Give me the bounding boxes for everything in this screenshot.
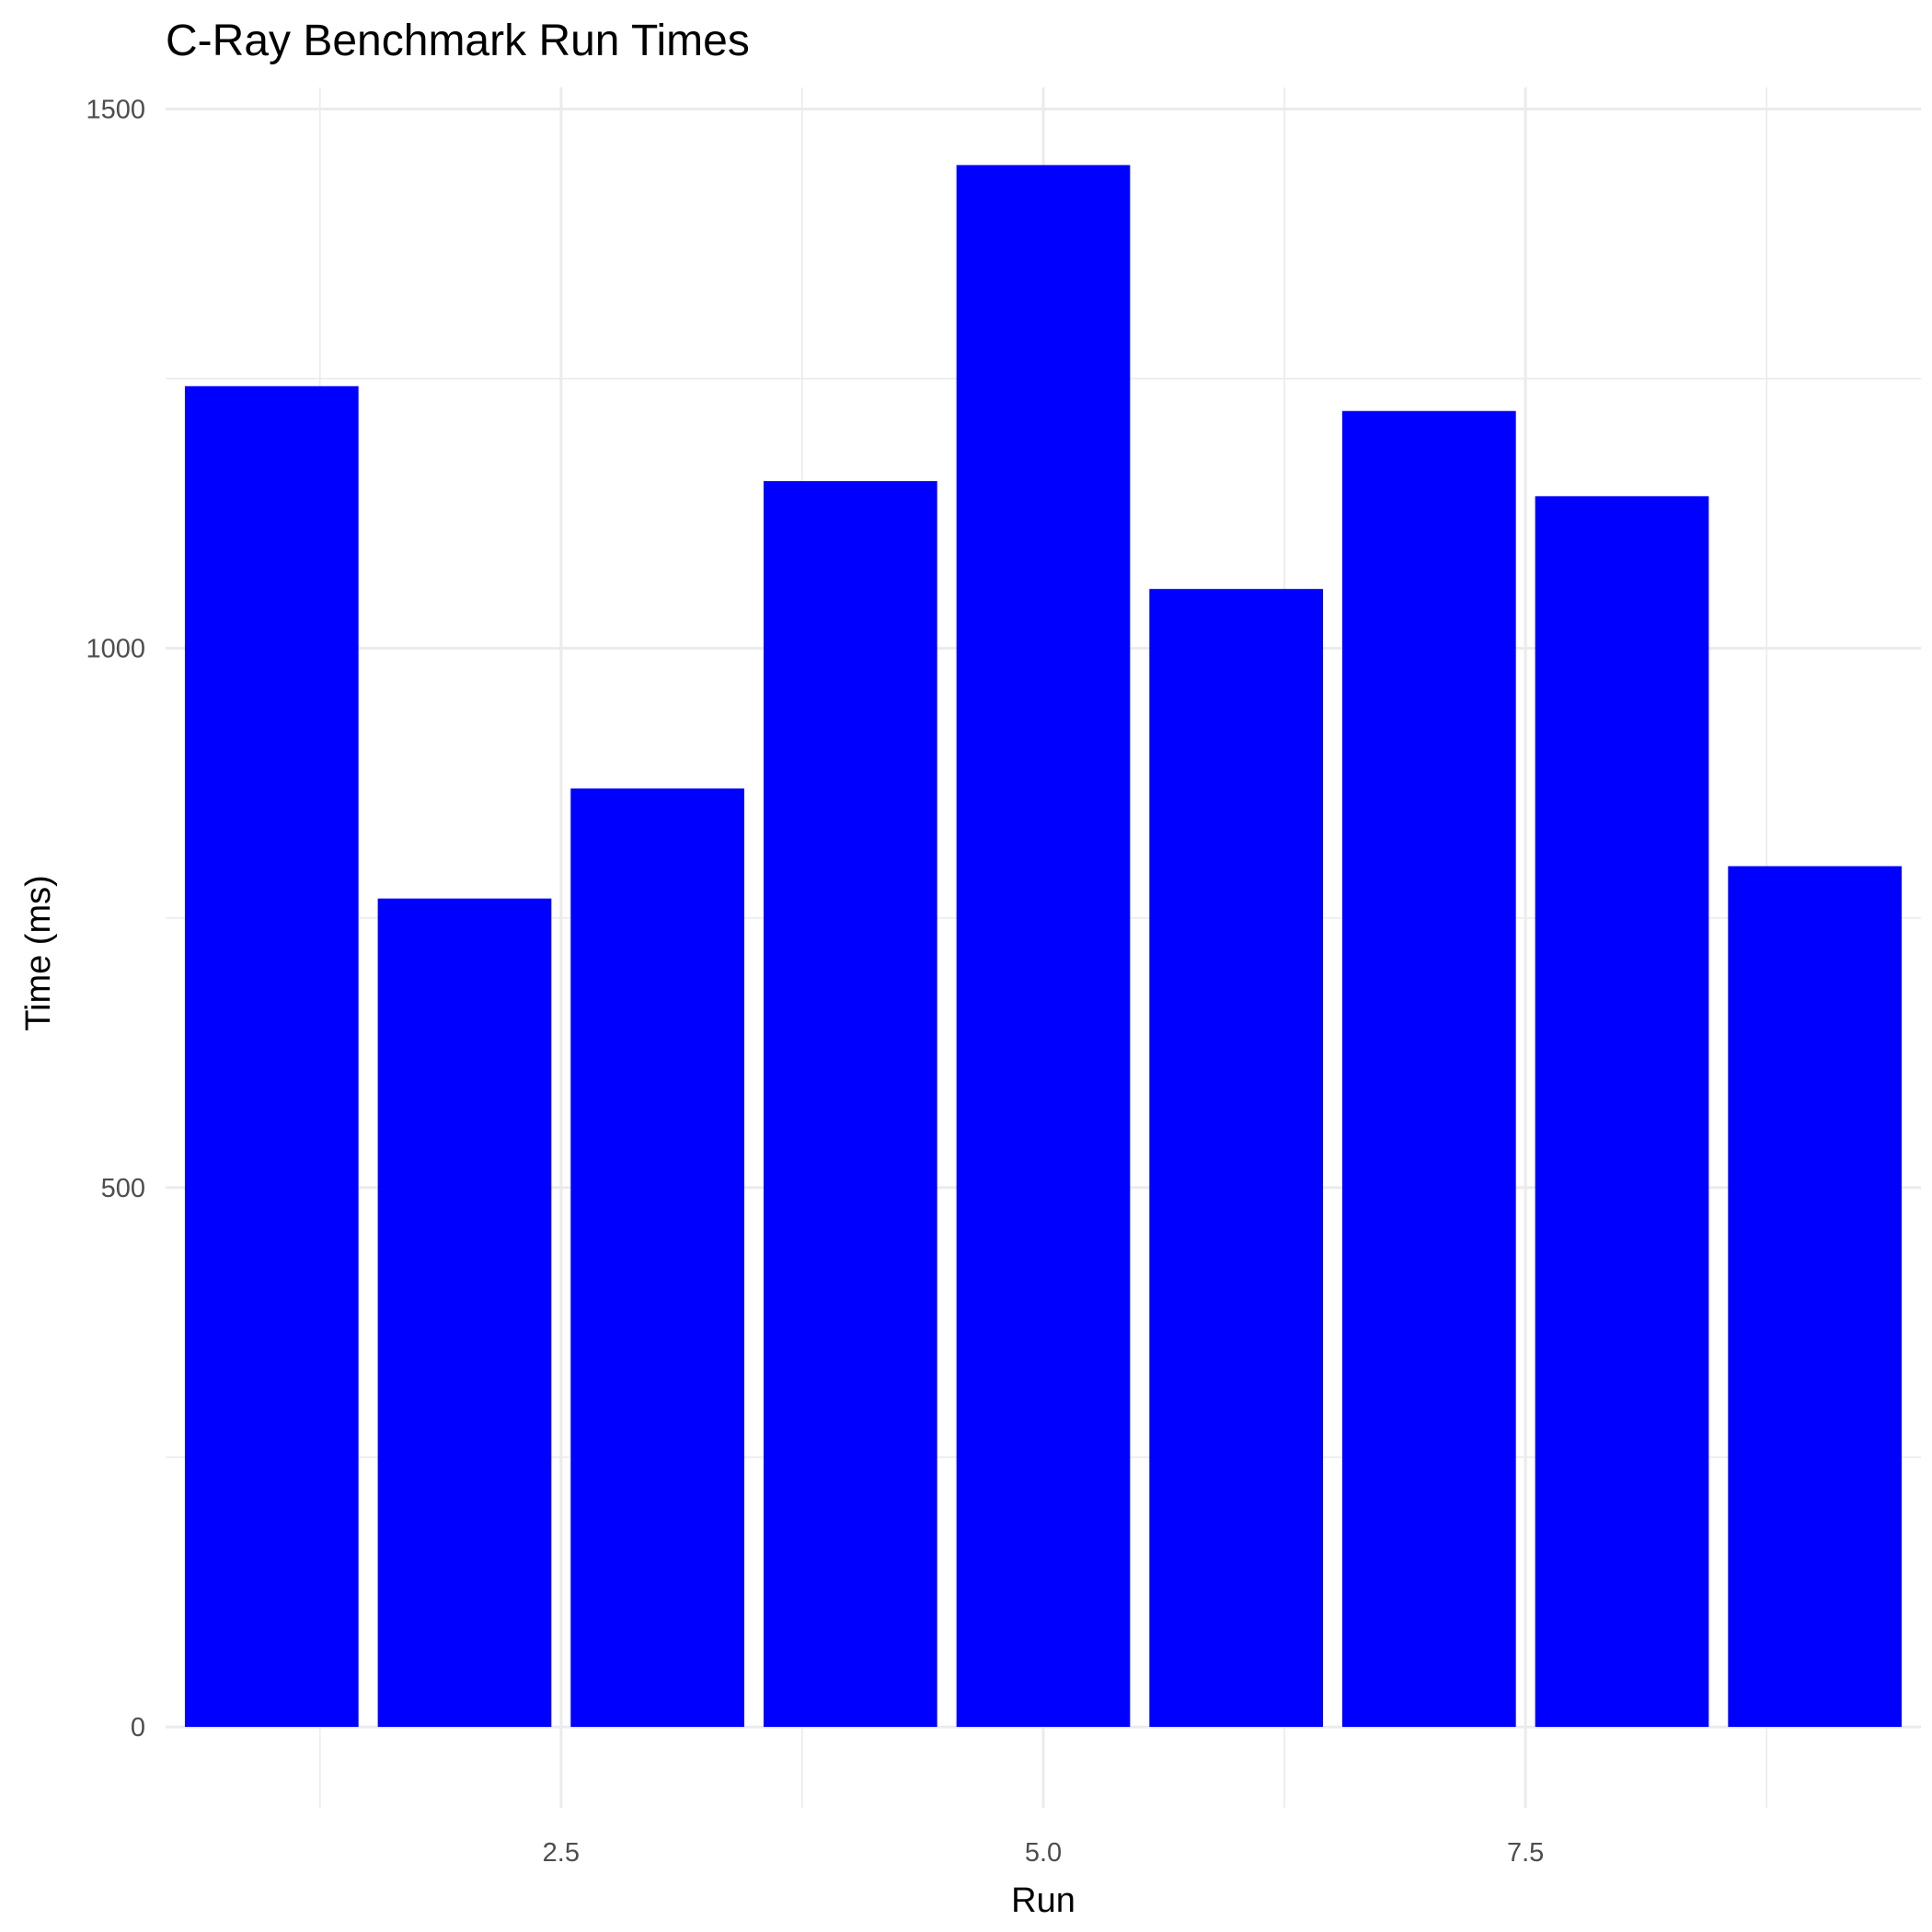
y-tick-label: 1500 <box>86 95 145 124</box>
bar-run-6 <box>1149 589 1324 1728</box>
x-tick-label: 7.5 <box>1507 1838 1544 1868</box>
x-axis-title: Run <box>1011 1881 1075 1920</box>
y-tick-label: 1000 <box>86 635 145 664</box>
x-tick-label: 5.0 <box>1025 1838 1062 1868</box>
bar-run-8 <box>1535 496 1709 1728</box>
tick-labels: 0 500 1000 1500 2.5 5.0 7.5 <box>86 95 1544 1868</box>
bar-run-2 <box>377 898 552 1728</box>
bar-run-3 <box>570 788 745 1728</box>
chart-title: C-Ray Benchmark Run Times <box>166 17 750 65</box>
bar-run-9 <box>1728 866 1903 1728</box>
y-tick-label: 0 <box>131 1713 145 1742</box>
y-tick-label: 500 <box>101 1174 145 1203</box>
bar-run-4 <box>763 480 937 1728</box>
bar-run-7 <box>1341 410 1516 1728</box>
bars <box>184 165 1903 1728</box>
x-tick-label: 2.5 <box>543 1838 580 1868</box>
y-axis-title: Time (ms) <box>19 875 58 1031</box>
bar-run-1 <box>184 385 359 1728</box>
bar-run-5 <box>956 165 1131 1728</box>
